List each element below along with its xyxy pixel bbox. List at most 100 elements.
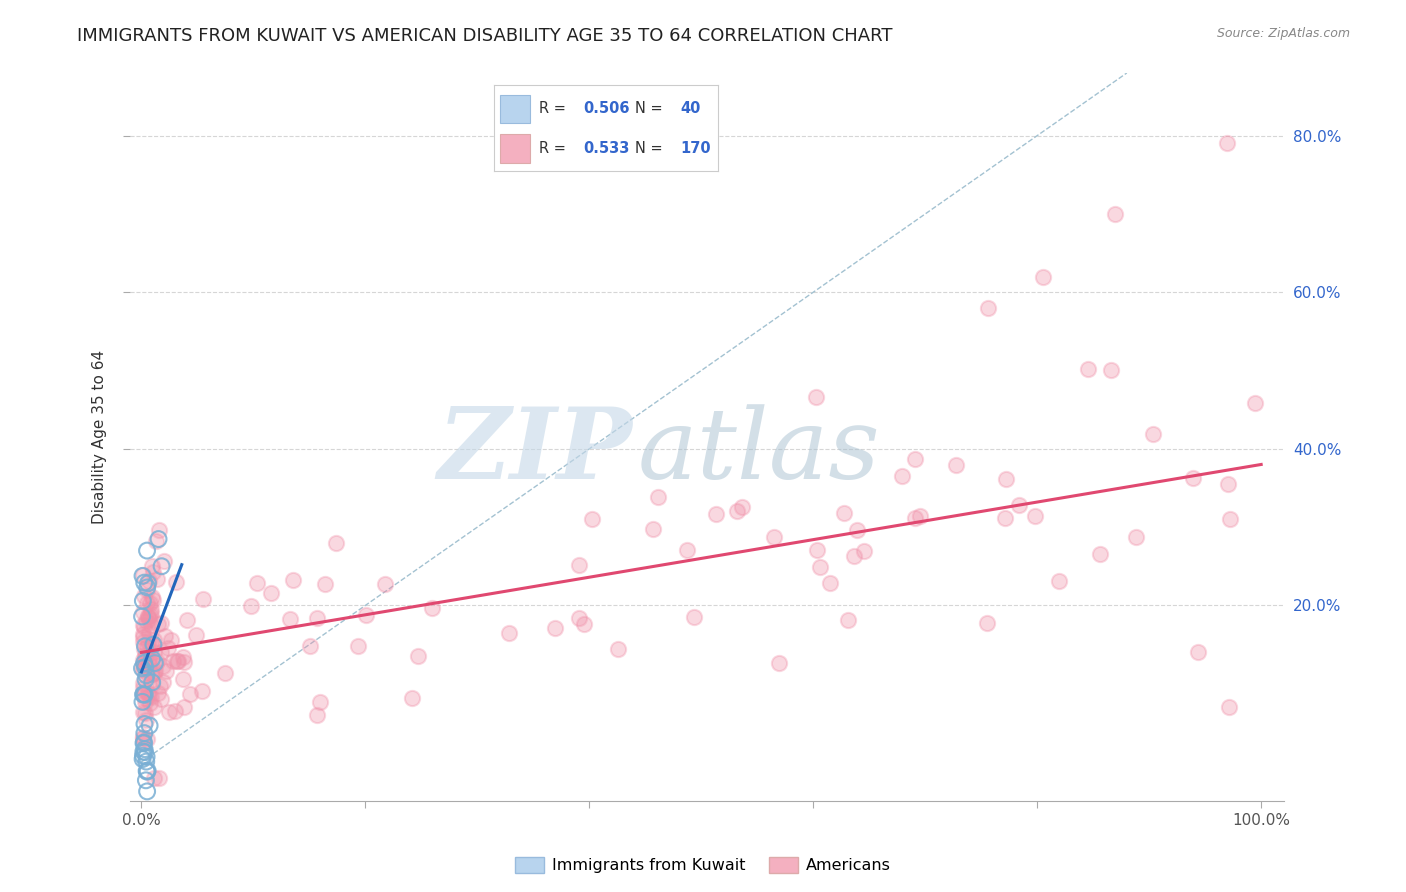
Point bbox=[139, 690, 162, 705]
Point bbox=[132, 642, 155, 657]
Point bbox=[314, 577, 336, 591]
Point bbox=[136, 764, 159, 779]
Point bbox=[172, 672, 194, 686]
Point bbox=[172, 649, 194, 664]
Point bbox=[131, 659, 153, 673]
Point bbox=[136, 581, 159, 595]
Point bbox=[146, 686, 169, 700]
Point bbox=[1077, 362, 1099, 376]
Point bbox=[1216, 477, 1239, 491]
Point bbox=[136, 784, 159, 798]
Point bbox=[135, 713, 157, 727]
Point bbox=[325, 535, 347, 549]
Point bbox=[141, 667, 163, 681]
Point bbox=[945, 458, 967, 472]
Point bbox=[153, 553, 176, 567]
Point bbox=[132, 735, 155, 749]
Point bbox=[543, 621, 565, 635]
Point bbox=[131, 567, 153, 582]
Point bbox=[134, 639, 156, 653]
Text: IMMIGRANTS FROM KUWAIT VS AMERICAN DISABILITY AGE 35 TO 64 CORRELATION CHART: IMMIGRANTS FROM KUWAIT VS AMERICAN DISAB… bbox=[77, 27, 893, 45]
Point bbox=[135, 755, 157, 769]
Point bbox=[725, 504, 748, 518]
Point bbox=[1024, 508, 1046, 523]
Point bbox=[278, 612, 301, 626]
Point bbox=[132, 663, 155, 677]
Point bbox=[135, 749, 157, 764]
Point bbox=[141, 675, 163, 690]
Point bbox=[141, 602, 163, 616]
Point bbox=[1187, 645, 1209, 659]
Point bbox=[142, 565, 165, 579]
Point bbox=[149, 691, 172, 706]
Point bbox=[281, 573, 304, 587]
Point bbox=[136, 609, 159, 624]
Point bbox=[139, 696, 162, 710]
Point bbox=[1142, 427, 1164, 442]
Point bbox=[676, 543, 699, 558]
Point bbox=[1088, 547, 1111, 561]
Point bbox=[135, 773, 157, 788]
Point bbox=[139, 596, 162, 610]
Point bbox=[156, 640, 179, 655]
Point bbox=[138, 626, 160, 640]
Point bbox=[138, 657, 160, 671]
Point bbox=[406, 649, 429, 664]
Point bbox=[246, 575, 269, 590]
Point bbox=[191, 684, 214, 698]
Point bbox=[136, 635, 159, 649]
Point bbox=[131, 569, 153, 583]
Point bbox=[683, 610, 706, 624]
Point bbox=[890, 469, 912, 483]
Point bbox=[145, 657, 167, 671]
Point bbox=[134, 706, 156, 720]
Point bbox=[136, 764, 159, 778]
Point bbox=[139, 637, 162, 651]
Point bbox=[1032, 269, 1054, 284]
Point bbox=[134, 655, 156, 669]
Point bbox=[1104, 207, 1126, 221]
Point bbox=[191, 591, 214, 606]
Point bbox=[845, 523, 868, 537]
Point bbox=[134, 688, 156, 702]
Point bbox=[1181, 470, 1204, 484]
Point bbox=[152, 659, 174, 673]
Point bbox=[139, 607, 162, 622]
Point bbox=[141, 590, 163, 604]
Point bbox=[134, 717, 156, 731]
Point bbox=[131, 705, 153, 719]
Point bbox=[131, 635, 153, 649]
Point bbox=[135, 582, 157, 597]
Point bbox=[143, 645, 166, 659]
Point bbox=[157, 705, 180, 719]
Point bbox=[305, 611, 328, 625]
Point bbox=[166, 575, 188, 590]
Point bbox=[176, 613, 198, 627]
Point bbox=[606, 642, 628, 657]
Point bbox=[132, 748, 155, 763]
Point bbox=[146, 654, 169, 668]
Point bbox=[806, 390, 828, 404]
Point bbox=[132, 745, 155, 759]
Point bbox=[149, 616, 172, 631]
Point bbox=[134, 656, 156, 670]
Point bbox=[134, 575, 156, 590]
Point bbox=[132, 631, 155, 645]
Point bbox=[143, 664, 166, 678]
Point bbox=[852, 544, 875, 558]
Point bbox=[142, 638, 165, 652]
Point bbox=[131, 653, 153, 667]
Point bbox=[148, 524, 170, 538]
Point bbox=[568, 558, 591, 573]
Point bbox=[139, 666, 162, 681]
Point bbox=[305, 708, 328, 723]
Point bbox=[134, 650, 156, 665]
Point bbox=[143, 666, 166, 681]
Point bbox=[131, 627, 153, 641]
Point bbox=[141, 678, 163, 692]
Point bbox=[136, 543, 159, 558]
Point bbox=[145, 534, 167, 549]
Text: atlas: atlas bbox=[638, 404, 880, 500]
Point bbox=[165, 705, 187, 719]
Point bbox=[155, 664, 177, 678]
